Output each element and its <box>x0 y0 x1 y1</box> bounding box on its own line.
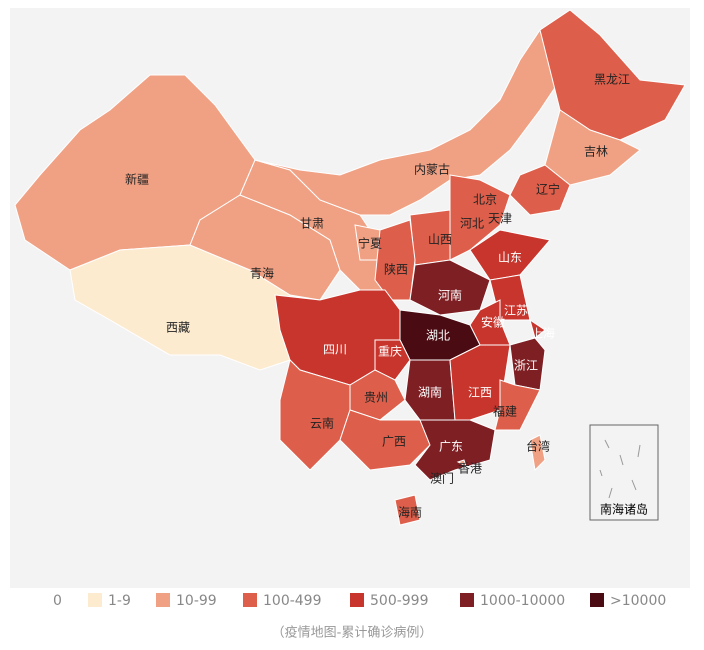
province <box>374 339 411 381</box>
province-label: 山西 <box>428 233 452 247</box>
province <box>509 164 571 216</box>
legend-label: 1-9 <box>108 593 131 609</box>
province-label: 澳门 <box>430 471 454 486</box>
legend-label: 10-99 <box>176 593 217 609</box>
province-label: 河北 <box>460 217 484 231</box>
province-label: 江西 <box>468 386 492 400</box>
legend-swatch <box>156 593 170 607</box>
province <box>414 419 496 481</box>
province-label: 江苏 <box>504 304 528 318</box>
province-label: 陕西 <box>384 262 408 277</box>
legend-swatch <box>590 593 604 607</box>
province-label: 贵州 <box>364 391 388 405</box>
province-label: 云南 <box>310 416 334 431</box>
province <box>529 318 546 339</box>
legend-label: 500-999 <box>370 593 429 609</box>
province-label: 广东 <box>439 440 463 454</box>
province <box>529 434 546 472</box>
province-label: 湖北 <box>426 328 450 343</box>
province-label: 天津 <box>488 212 512 226</box>
legend-swatch <box>88 593 102 607</box>
province-label: 青海 <box>250 266 274 281</box>
province-label: 甘肃 <box>300 217 324 231</box>
province-label: 黑龙江 <box>594 73 630 87</box>
legend-label: 0 <box>53 593 62 609</box>
province-label: 湖南 <box>418 385 442 400</box>
province-label: 新疆 <box>125 172 149 187</box>
province-label: 安徽 <box>481 315 505 330</box>
legend-label: 100-499 <box>263 593 322 609</box>
province-label: 广西 <box>382 435 406 449</box>
province <box>469 229 551 281</box>
province-label: 福建 <box>493 404 517 419</box>
province-label: 四川 <box>323 343 347 357</box>
inset-label: 南海诸岛 <box>600 502 648 517</box>
province <box>394 494 421 526</box>
inset-islands <box>599 439 641 499</box>
province-label: 山东 <box>498 251 522 265</box>
legend-swatch <box>243 593 257 607</box>
legend-swatch <box>350 593 364 607</box>
province-label: 北京 <box>473 193 497 207</box>
province-label: 浙江 <box>514 359 538 373</box>
province-label: 西藏 <box>166 321 190 335</box>
province <box>374 219 416 301</box>
province-label: 香港 <box>458 462 482 476</box>
province <box>456 459 467 467</box>
province-label: 辽宁 <box>536 182 560 197</box>
legend-label: >10000 <box>610 593 666 609</box>
province-label: 内蒙古 <box>414 162 450 177</box>
province-label: 台湾 <box>526 439 550 454</box>
province-label: 海南 <box>398 505 422 520</box>
province <box>339 409 431 471</box>
legend-swatch <box>33 593 47 607</box>
province <box>509 337 546 391</box>
legend-label: 1000-10000 <box>480 593 565 609</box>
province-label: 重庆 <box>378 345 402 359</box>
legend-swatch <box>460 593 474 607</box>
caption: （疫情地图-累计确诊病例） <box>272 625 433 641</box>
province-label: 上海 <box>531 326 555 341</box>
province <box>494 379 541 431</box>
province-label: 吉林 <box>584 145 608 159</box>
province-label: 河南 <box>438 288 462 303</box>
province-label: 宁夏 <box>358 236 382 251</box>
inset-frame <box>589 424 659 521</box>
